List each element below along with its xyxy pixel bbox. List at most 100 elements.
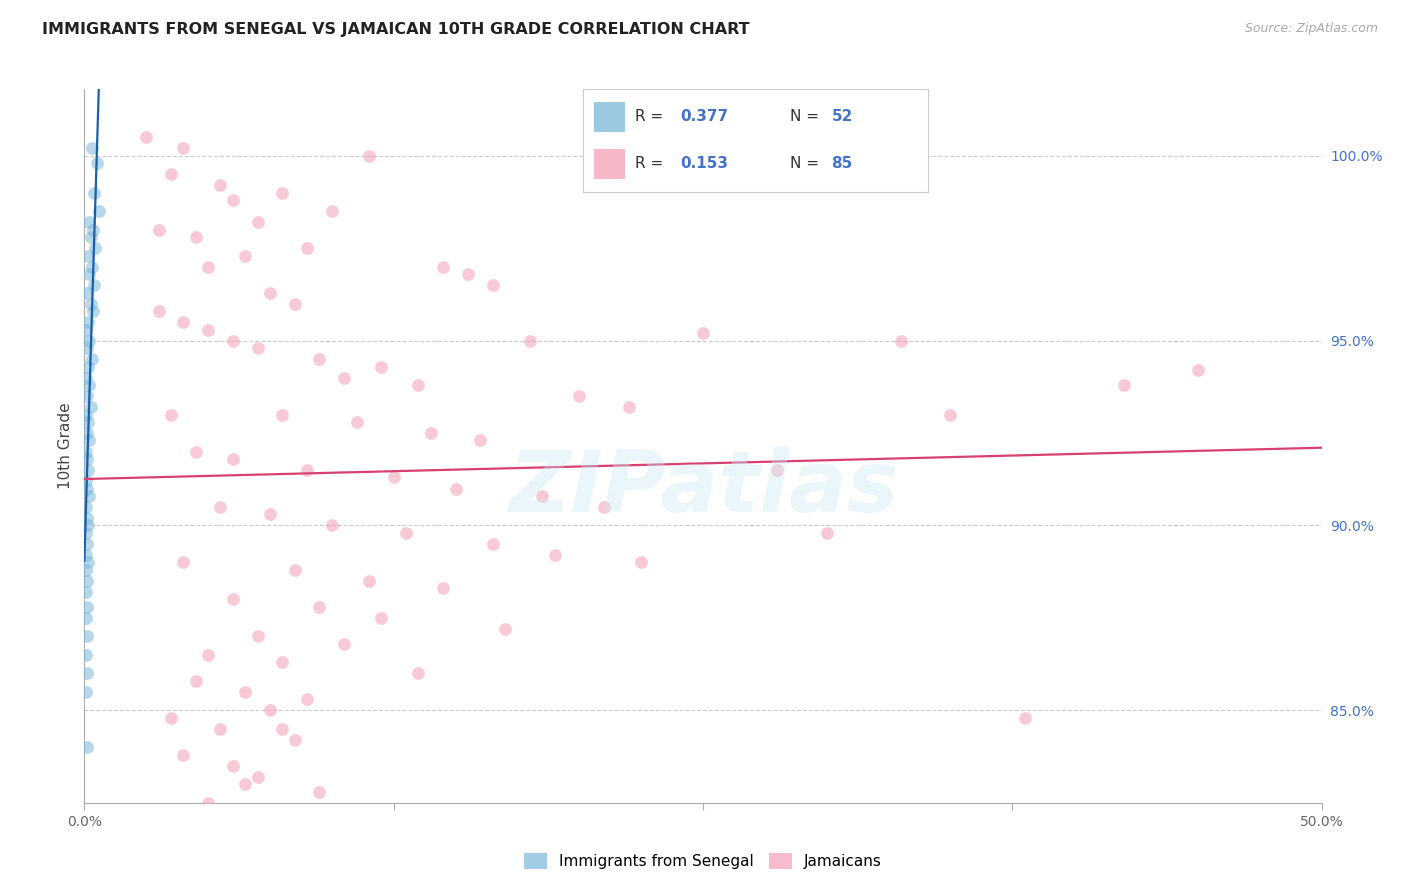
Point [395, 525, 418, 540]
Point [222, 759, 245, 773]
Point [77, 463, 100, 477]
Point [233, 685, 256, 699]
Point [333, 370, 356, 384]
Point [160, 167, 183, 181]
Point [135, 130, 157, 145]
Point [197, 322, 219, 336]
Point [222, 452, 245, 467]
Point [333, 637, 356, 651]
Point [481, 278, 503, 293]
Point [86, 156, 108, 170]
Point [75, 648, 97, 662]
Point [172, 141, 194, 155]
Point [76, 599, 98, 614]
Text: 0.153: 0.153 [681, 155, 728, 170]
Point [160, 408, 183, 422]
Point [259, 703, 281, 717]
Point [76, 285, 98, 300]
Point [568, 389, 591, 403]
Point [76, 629, 98, 643]
Point [408, 378, 430, 392]
Point [890, 334, 912, 348]
Point [321, 518, 343, 533]
Point [75, 611, 97, 625]
Point [79, 489, 101, 503]
Point [357, 149, 380, 163]
Text: 0.377: 0.377 [681, 110, 728, 124]
Point [79, 434, 101, 448]
Point [75, 500, 97, 514]
Point [457, 267, 479, 281]
Point [222, 334, 245, 348]
Point [77, 359, 100, 374]
Point [209, 722, 232, 736]
Point [76, 425, 98, 440]
Point [77, 249, 100, 263]
Point [295, 241, 318, 255]
Point [593, 500, 616, 514]
Text: N =: N = [790, 155, 824, 170]
Point [77, 518, 100, 533]
Point [172, 747, 194, 762]
Point [630, 556, 652, 570]
Point [284, 296, 307, 310]
Point [222, 592, 245, 607]
Y-axis label: 10th Grade: 10th Grade [58, 402, 73, 490]
Text: R =: R = [636, 110, 668, 124]
Point [75, 548, 97, 562]
Point [246, 215, 269, 229]
Point [79, 230, 101, 244]
Point [444, 482, 467, 496]
Point [79, 296, 101, 310]
Point [79, 215, 101, 229]
Point [470, 434, 492, 448]
Point [184, 230, 207, 244]
Point [295, 692, 318, 706]
Point [432, 260, 454, 274]
Point [76, 574, 98, 588]
Point [75, 444, 97, 458]
Point [75, 474, 97, 488]
Point [346, 415, 368, 429]
Point [370, 611, 392, 625]
Point [79, 400, 101, 414]
Point [308, 352, 330, 367]
Point [321, 204, 343, 219]
Point [246, 770, 269, 784]
Point [259, 285, 281, 300]
Point [184, 673, 207, 688]
Point [271, 655, 294, 669]
Point [519, 334, 541, 348]
Point [79, 267, 101, 281]
Text: 85: 85 [831, 155, 853, 170]
Point [79, 334, 101, 348]
Point [233, 777, 256, 791]
Point [83, 186, 105, 200]
Point [1112, 378, 1135, 392]
Point [77, 315, 100, 329]
Point [76, 666, 98, 681]
Point [76, 452, 98, 467]
Text: 52: 52 [831, 110, 853, 124]
Point [82, 304, 104, 318]
Point [1187, 363, 1209, 377]
Point [939, 408, 962, 422]
Point [308, 785, 330, 799]
Point [271, 722, 294, 736]
Point [79, 378, 101, 392]
Point [197, 260, 219, 274]
Point [295, 463, 318, 477]
Point [766, 463, 789, 477]
Text: R =: R = [636, 155, 668, 170]
Point [75, 408, 97, 422]
Text: IMMIGRANTS FROM SENEGAL VS JAMAICAN 10TH GRADE CORRELATION CHART: IMMIGRANTS FROM SENEGAL VS JAMAICAN 10TH… [42, 22, 749, 37]
Text: ZIPatlas: ZIPatlas [508, 447, 898, 531]
Point [172, 315, 194, 329]
Point [75, 322, 97, 336]
Point [197, 648, 219, 662]
Point [357, 574, 380, 588]
Point [531, 489, 554, 503]
Point [89, 204, 111, 219]
Point [692, 326, 714, 341]
Point [84, 241, 107, 255]
